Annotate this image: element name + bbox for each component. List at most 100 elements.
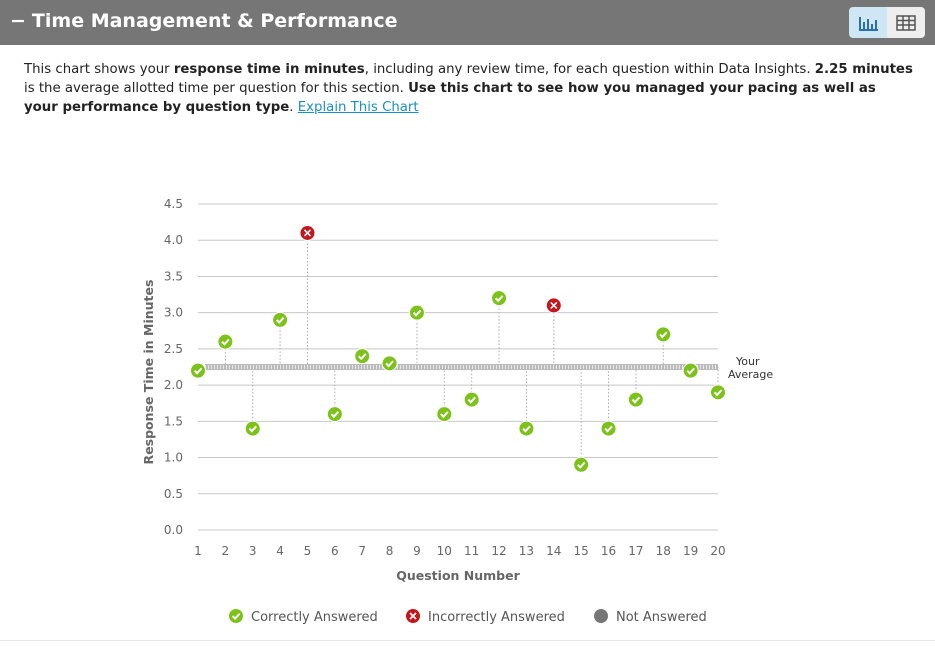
- y-tick-label: 4.5: [164, 197, 183, 211]
- x-tick-label: 20: [710, 544, 725, 558]
- data-point: [354, 348, 371, 365]
- data-point: [627, 391, 644, 408]
- check-glyph: [275, 316, 285, 325]
- data-point: [518, 420, 535, 437]
- x-tick-label: 18: [656, 544, 671, 558]
- marker-circle: [627, 391, 644, 408]
- data-point: [463, 391, 480, 408]
- marker-circle: [491, 290, 508, 307]
- x-tick-label: 14: [546, 544, 561, 558]
- description: This chart shows your response time in m…: [24, 60, 914, 117]
- marker-circle: [463, 391, 480, 408]
- marker-circle: [217, 333, 234, 350]
- check-glyph: [440, 411, 449, 419]
- description-text: is the average allotted time per questio…: [24, 81, 409, 96]
- chart: 0.00.51.01.52.02.53.03.54.04.51 2 3 4 5 6 7 8 9 1…: [141, 197, 773, 625]
- data-point: [573, 456, 590, 473]
- description-text: 2.25 minutes: [814, 62, 913, 77]
- data-point: [244, 420, 261, 437]
- marker-circle: [354, 348, 371, 365]
- x-tick-label: 4: [276, 544, 284, 558]
- check-glyph: [522, 425, 531, 433]
- y-tick-label: 1.5: [164, 414, 183, 428]
- cross-glyph: [409, 612, 417, 620]
- marker-circle: [682, 362, 699, 379]
- legend-label: Incorrectly Answered: [428, 610, 565, 625]
- data-point: [326, 406, 343, 423]
- data-point: [381, 355, 398, 372]
- divider: [0, 640, 935, 641]
- y-tick-label: 2.5: [164, 342, 183, 356]
- x-tick-label: 13: [519, 544, 534, 558]
- check-glyph: [659, 331, 668, 339]
- check-glyph: [221, 338, 230, 346]
- description-text: response time in minutes: [173, 62, 365, 77]
- y-tick-label: 3.5: [164, 269, 183, 283]
- check-glyph: [577, 461, 586, 469]
- check-glyph: [358, 353, 367, 361]
- x-tick-label: 15: [574, 544, 589, 558]
- chart-view-button[interactable]: [849, 7, 887, 38]
- marker-circle: [573, 456, 590, 473]
- marker-circle: [381, 355, 398, 372]
- marker-circle: [600, 420, 617, 437]
- legend-item: Not Answered: [593, 608, 707, 625]
- data-point: [545, 297, 562, 314]
- table-view-button[interactable]: [887, 7, 925, 38]
- marker-circle: [655, 326, 672, 343]
- x-tick-label: 16: [601, 544, 616, 558]
- description-text: Use this chart to see how you managed yo…: [24, 81, 876, 115]
- y-tick-label: 2.0: [164, 378, 183, 392]
- y-axis-label: Response Time in Minutes: [141, 280, 156, 465]
- data-point: [190, 362, 206, 379]
- legend-label: Correctly Answered: [251, 610, 378, 625]
- check-glyph: [330, 411, 340, 419]
- data-point: [299, 224, 316, 241]
- marker-circle: [593, 608, 609, 624]
- x-tick-label: 17: [628, 544, 643, 558]
- description-text: This chart shows your: [24, 62, 174, 77]
- data-point: [655, 326, 672, 343]
- cross-glyph: [550, 301, 558, 309]
- y-tick-label: 0.0: [164, 523, 183, 537]
- data-point: [600, 420, 617, 437]
- header-title[interactable]: − Time Management & Performance: [10, 10, 404, 32]
- average-label: Your Average: [728, 355, 773, 381]
- x-tick-label: 3: [249, 544, 257, 558]
- marker-circle: [518, 420, 535, 437]
- explain-link[interactable]: Explain This Chart: [297, 100, 419, 115]
- data-point: [272, 311, 289, 328]
- x-axis-label: Question Number: [396, 568, 520, 583]
- check-glyph: [686, 367, 695, 375]
- data-point: [217, 333, 234, 350]
- y-tick-label: 4.0: [164, 233, 183, 247]
- x-tick-label: 5: [304, 544, 312, 558]
- chart-icon: [859, 16, 878, 31]
- x-tick-label: 10: [437, 544, 452, 558]
- check-glyph: [412, 309, 422, 317]
- average-label-line: Average: [728, 368, 773, 381]
- marker-circle: [228, 608, 244, 624]
- check-glyph: [385, 360, 394, 368]
- check-glyph: [604, 425, 613, 433]
- data-point: [710, 384, 726, 401]
- description-text: .: [289, 100, 298, 115]
- marker-circle: [190, 362, 206, 379]
- y-tick-label: 0.5: [164, 487, 183, 501]
- data-point: [491, 290, 508, 307]
- legend-item: Incorrectly Answered: [405, 608, 565, 625]
- x-tick-label: 9: [413, 544, 421, 558]
- data-point: [682, 362, 699, 379]
- legend-item: Correctly Answered: [228, 608, 378, 625]
- marker-circle: [326, 406, 343, 423]
- section-header: − Time Management & Performance: [0, 0, 935, 45]
- x-tick-label: 11: [464, 544, 479, 558]
- check-glyph: [467, 396, 476, 404]
- x-tick-label: 8: [386, 544, 394, 558]
- collapse-toggle[interactable]: −: [10, 10, 26, 32]
- check-glyph: [193, 367, 203, 375]
- x-tick-label: 6: [331, 544, 339, 558]
- cross-glyph: [303, 229, 312, 237]
- average-label-line: Your: [735, 355, 760, 368]
